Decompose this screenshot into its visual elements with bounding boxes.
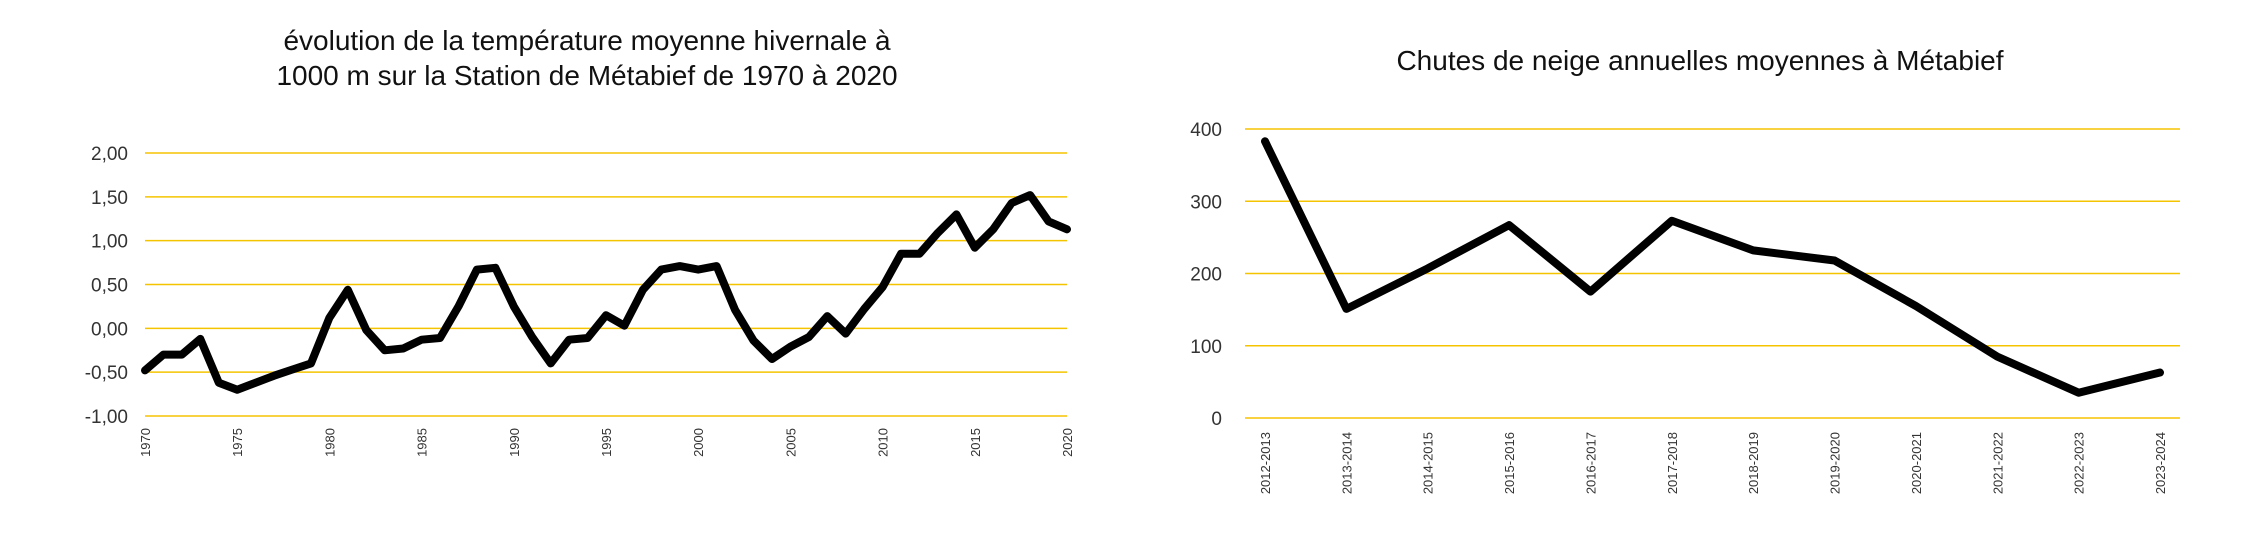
chart1-x-tick-label: 1995 [599,428,614,457]
chart1-x-tick-label: 2000 [691,428,706,457]
chart1-y-tick-label: 0,00 [91,319,128,340]
chart2-x-axis: 2012-2013 2013-2014 2014-2015 2015-2016 2016… [1258,432,2168,494]
chart2-y-axis: 0 100 200 300 400 [1190,120,1222,430]
chart2-x-tick-label: 2018-2019 [1746,432,1761,494]
chart1-x-tick-label: 2020 [1060,428,1075,457]
chart1-x-tick-label: 2015 [968,428,983,457]
chart2-x-tick-label: 2015-2016 [1502,432,1517,494]
chart2-x-tick-label: 2016-2017 [1583,432,1598,494]
chart1-x-tick-label: 1990 [507,428,522,457]
chart2-y-tick-label: 0 [1211,409,1222,430]
chart2-gridlines [1245,128,2180,419]
chart2-series [1261,137,2164,397]
chart1-y-tick-label: 1,00 [91,232,128,253]
chart1-y-axis: -1,00 -0,50 0,00 0,50 1,00 1,50 2,00 [85,144,128,428]
chart1-x-tick-label: 1970 [138,428,153,457]
chart1-title: évolution de la température moyenne hive… [283,25,890,56]
chart1-title-line2: 1000 m sur la Station de Métabief de 197… [276,60,897,91]
chart1-series [141,191,1071,394]
chart1-x-tick-label: 1975 [230,428,245,457]
chart2-y-tick-label: 400 [1190,120,1222,141]
chart1-y-tick-label: 0,50 [91,276,128,297]
chart1-x-tick-label: 1985 [415,428,430,457]
chart1-x-tick-label: 2010 [876,428,891,457]
chart2-x-tick-label: 2021-2022 [1990,432,2005,494]
chart1-y-tick-label: 1,50 [91,188,128,209]
snowfall-chart: Chutes de neige annuelles moyennes à Mét… [1190,45,2180,494]
chart2-x-tick-label: 2022-2023 [2072,432,2087,494]
chart2-title: Chutes de neige annuelles moyennes à Mét… [1396,45,2003,76]
chart2-x-tick-label: 2013-2014 [1339,432,1354,494]
chart2-series-line [1261,137,2164,397]
chart2-x-tick-label: 2023-2024 [2153,432,2168,494]
chart1-y-tick-label: 2,00 [91,144,128,165]
chart2-x-tick-label: 2017-2018 [1665,432,1680,494]
chart2-x-tick-label: 2012-2013 [1258,432,1273,494]
chart1-x-tick-label: 2005 [783,428,798,457]
temperature-chart: évolution de la température moyenne hive… [85,25,1075,457]
chart2-y-tick-label: 300 [1190,192,1222,213]
chart1-series-line [141,191,1071,394]
chart2-x-tick-label: 2019-2020 [1828,432,1843,494]
chart2-y-tick-label: 100 [1190,337,1222,358]
chart2-x-tick-label: 2014-2015 [1421,432,1436,494]
chart2-y-tick-label: 200 [1190,265,1222,286]
chart1-gridlines [145,152,1067,417]
chart1-y-tick-label: -0,50 [85,363,128,384]
chart1-x-axis: 1970 1975 1980 1985 1990 1995 2000 2005 2010 2015… [138,428,1075,457]
chart1-y-tick-label: -1,00 [85,407,128,428]
chart2-x-tick-label: 2020-2021 [1909,432,1924,494]
chart1-x-tick-label: 1980 [322,428,337,457]
